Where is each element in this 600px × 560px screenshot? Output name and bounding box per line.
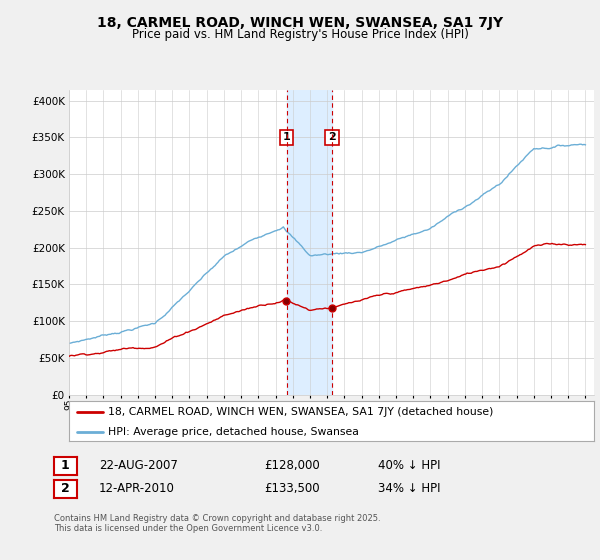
Text: 18, CARMEL ROAD, WINCH WEN, SWANSEA, SA1 7JY: 18, CARMEL ROAD, WINCH WEN, SWANSEA, SA1… [97, 16, 503, 30]
Text: 34% ↓ HPI: 34% ↓ HPI [378, 482, 440, 496]
Text: HPI: Average price, detached house, Swansea: HPI: Average price, detached house, Swan… [109, 427, 359, 437]
Text: Price paid vs. HM Land Registry's House Price Index (HPI): Price paid vs. HM Land Registry's House … [131, 28, 469, 41]
Text: £133,500: £133,500 [264, 482, 320, 496]
Text: 1: 1 [61, 459, 70, 473]
Text: 1: 1 [283, 132, 290, 142]
Bar [287, 90, 332, 395]
Text: £128,000: £128,000 [264, 459, 320, 473]
Text: 22-AUG-2007: 22-AUG-2007 [99, 459, 178, 473]
Text: 18, CARMEL ROAD, WINCH WEN, SWANSEA, SA1 7JY (detached house): 18, CARMEL ROAD, WINCH WEN, SWANSEA, SA1… [109, 407, 494, 417]
Text: 40% ↓ HPI: 40% ↓ HPI [378, 459, 440, 473]
Text: 2: 2 [328, 132, 336, 142]
Text: 2: 2 [61, 482, 70, 496]
Text: Contains HM Land Registry data © Crown copyright and database right 2025.
This d: Contains HM Land Registry data © Crown c… [54, 514, 380, 533]
Text: 12-APR-2010: 12-APR-2010 [99, 482, 175, 496]
